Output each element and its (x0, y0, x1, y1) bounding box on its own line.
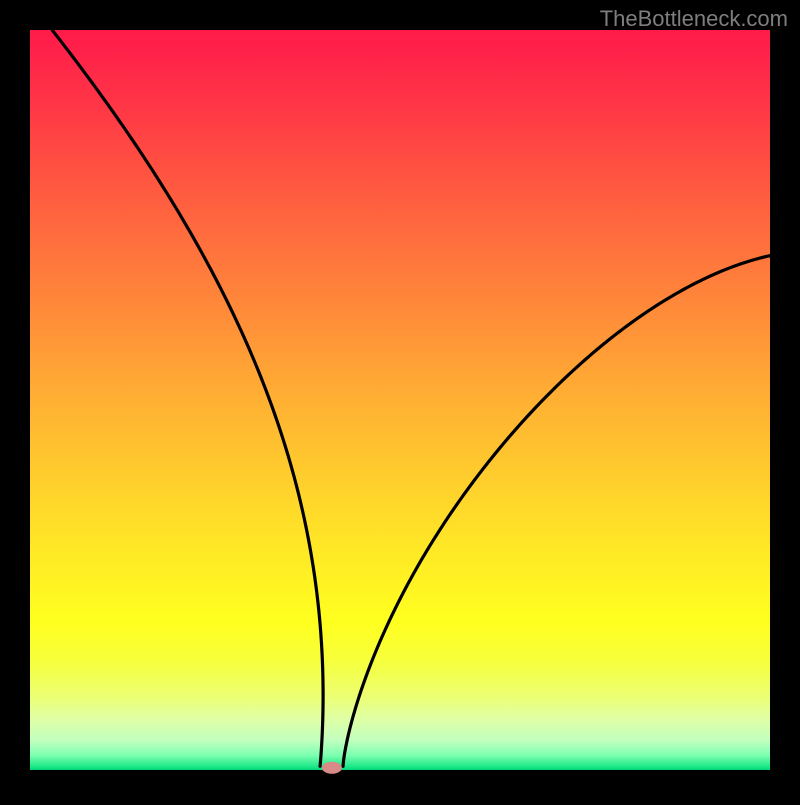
chart-container: TheBottleneck.com (0, 0, 800, 800)
plot-background (30, 30, 770, 770)
chart-svg (0, 0, 800, 800)
notch-marker (322, 762, 342, 774)
watermark: TheBottleneck.com (600, 6, 788, 32)
